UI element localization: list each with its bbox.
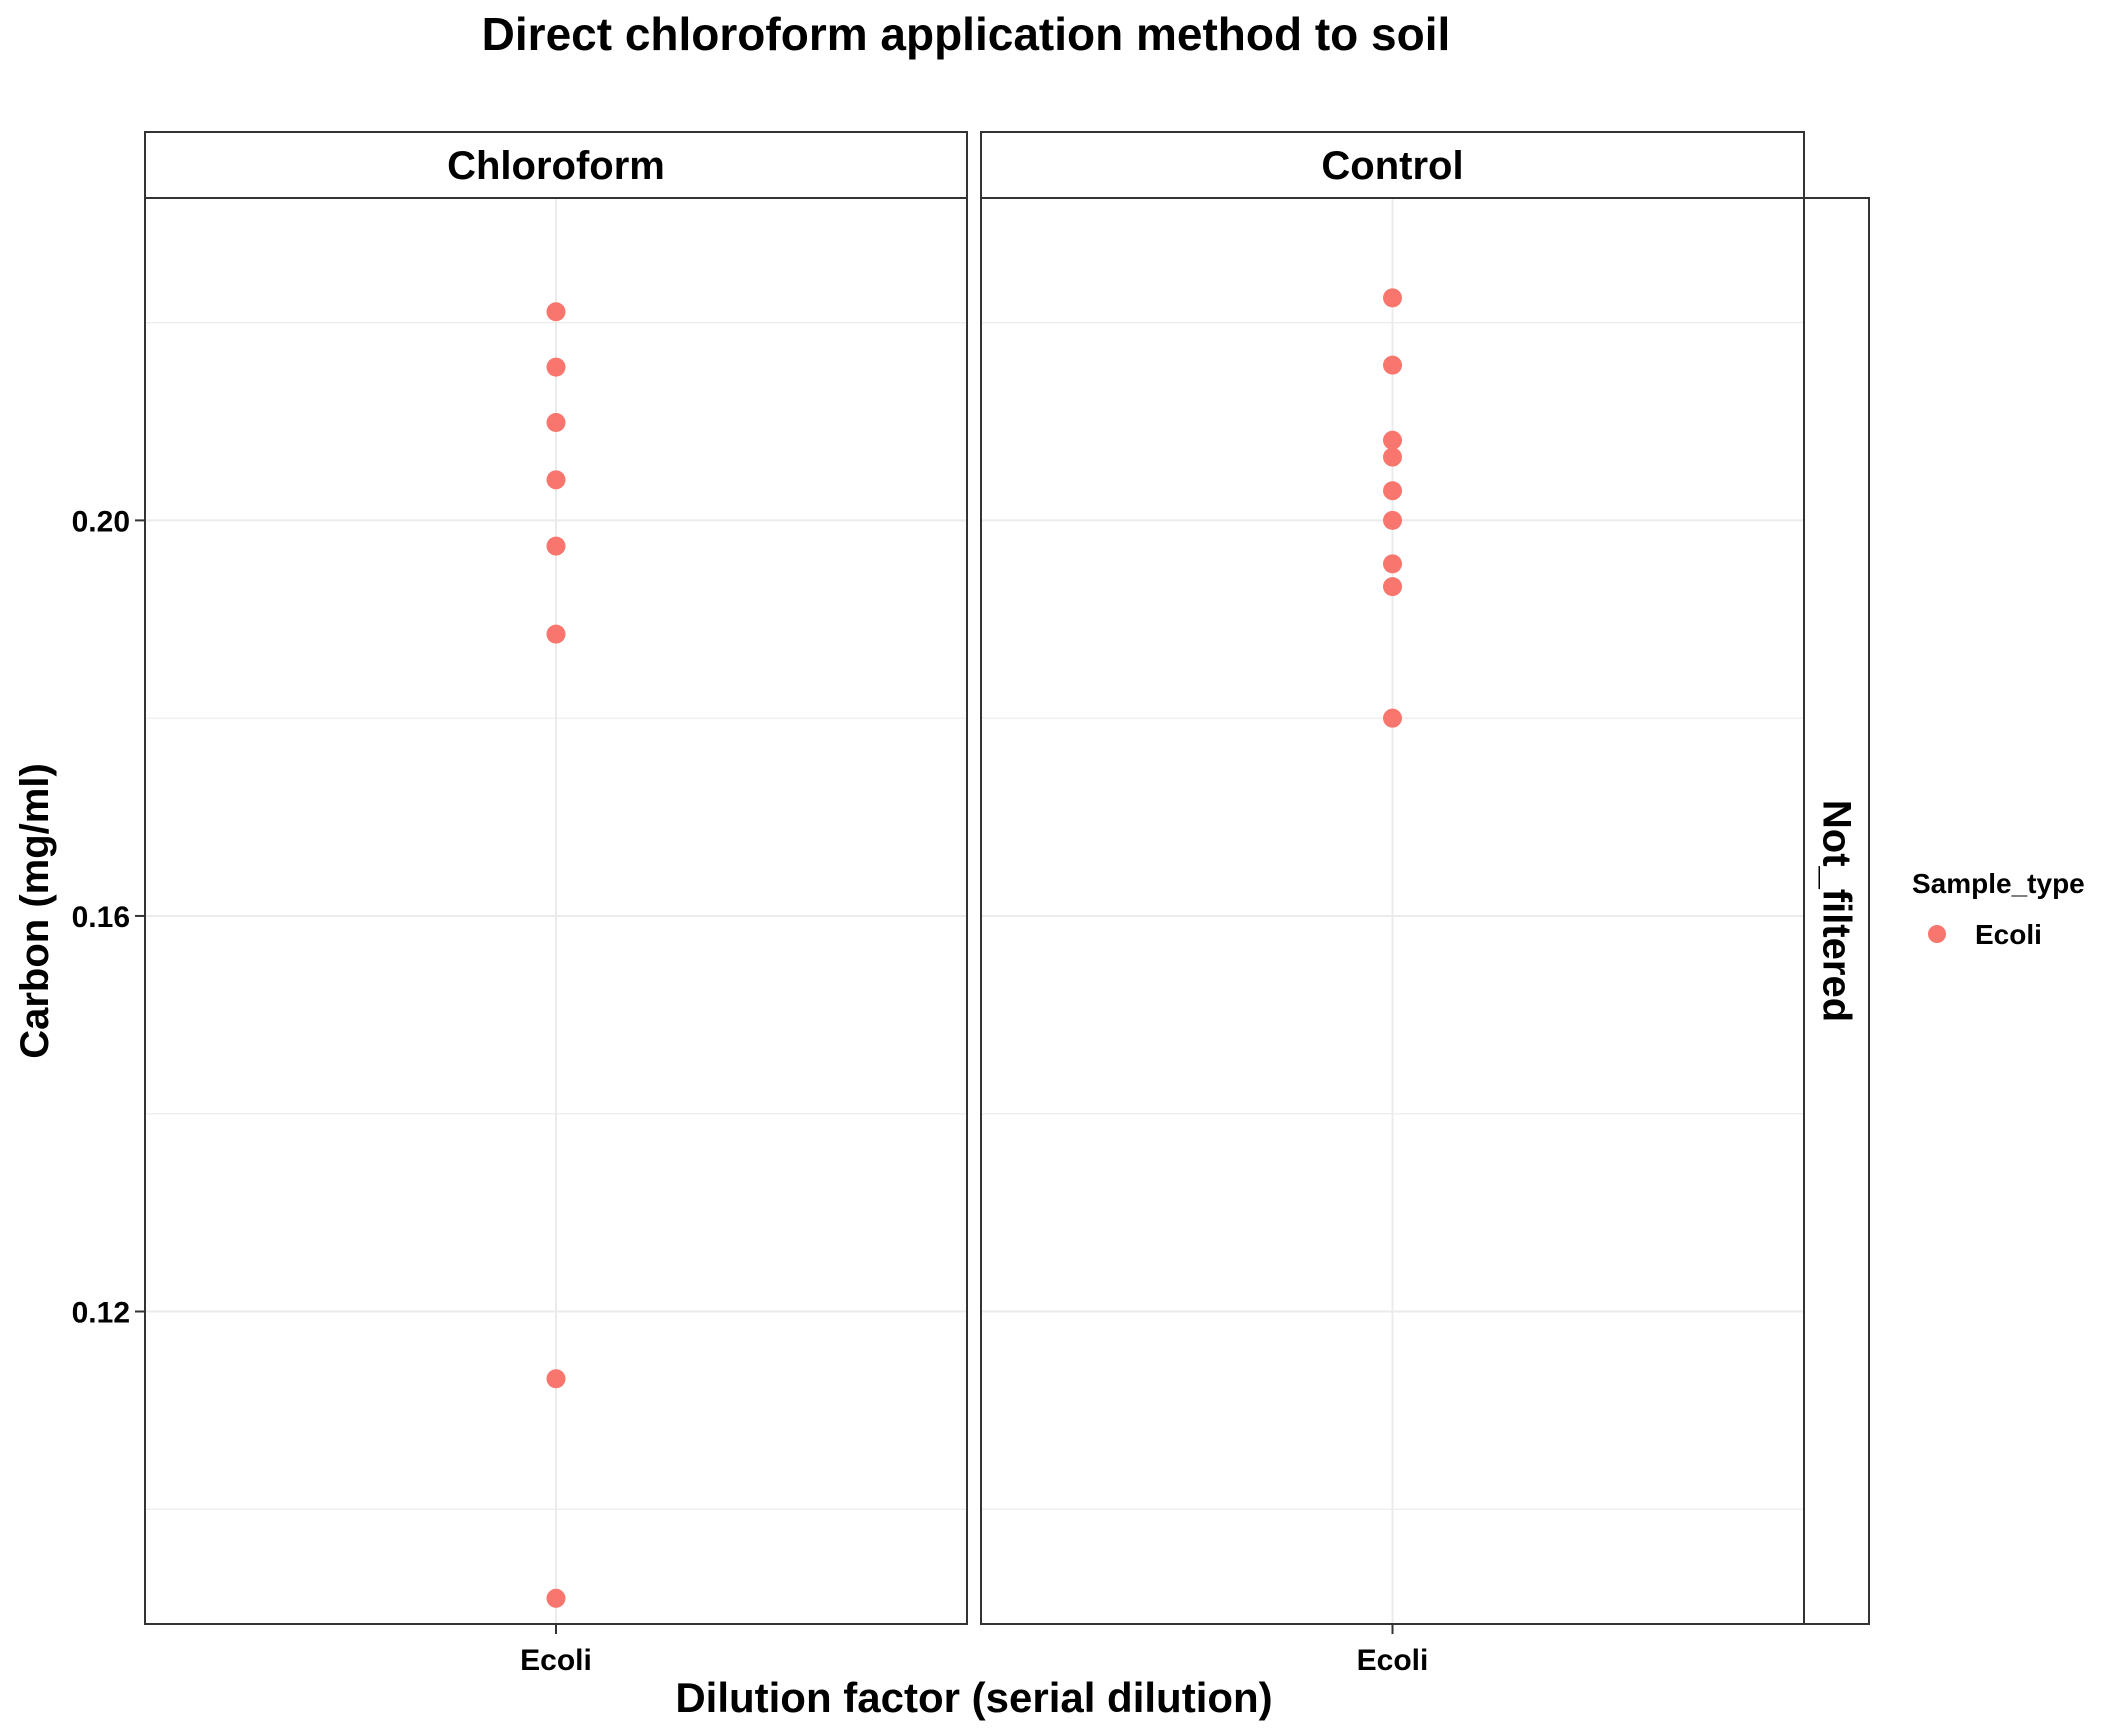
- y-axis-label: Carbon (mg/ml): [13, 763, 57, 1059]
- legend-title: Sample_type: [1912, 868, 2085, 899]
- y-tick-label: 0.16: [72, 901, 130, 934]
- y-tick-label: 0.12: [72, 1297, 130, 1330]
- data-point: [1383, 510, 1402, 530]
- facet-strip: [144, 131, 968, 199]
- facet-panels: Chloroform Ecoli Control Ecoli: [144, 131, 1805, 1677]
- chart-title: Direct chloroform application method to …: [482, 8, 1451, 60]
- data-point: [1383, 481, 1402, 501]
- facet-strip-label: Chloroform: [447, 144, 665, 188]
- panel-control: Control Ecoli: [980, 131, 1805, 1677]
- data-point: [546, 624, 566, 644]
- data-point: [546, 1369, 566, 1389]
- data-point: [546, 470, 566, 490]
- row-facet-strip: Not_filtered: [1803, 197, 1870, 1625]
- x-tick-label: Ecoli: [520, 1644, 592, 1677]
- data-point: [546, 357, 566, 377]
- row-strip-label: Not_filtered: [1815, 800, 1859, 1022]
- y-tick-label: 0.20: [72, 505, 130, 538]
- legend-label-ecoli: Ecoli: [1975, 919, 2042, 950]
- facet-strip: [980, 131, 1805, 199]
- data-point: [546, 536, 566, 556]
- facet-strip-label: Control: [1321, 144, 1463, 188]
- data-point: [1383, 447, 1402, 467]
- x-tick-label: Ecoli: [1357, 1644, 1429, 1677]
- data-point: [1383, 430, 1402, 450]
- data-point: [546, 1588, 566, 1608]
- data-point: [546, 302, 566, 322]
- y-axis: 0.12 0.16 0.20: [72, 505, 145, 1330]
- data-point: [1383, 577, 1402, 597]
- legend-key-ecoli: [1928, 925, 1946, 943]
- data-point: [1383, 708, 1402, 728]
- row-strip-box: [1803, 197, 1870, 1625]
- data-point: [546, 412, 566, 432]
- data-point: [1383, 355, 1402, 375]
- data-point: [1383, 288, 1402, 308]
- x-axis-label: Dilution factor (serial dilution): [675, 1674, 1272, 1721]
- legend: Sample_type Ecoli: [1912, 868, 2085, 950]
- data-point: [1383, 554, 1402, 574]
- panel-chloroform: Chloroform Ecoli: [144, 131, 968, 1677]
